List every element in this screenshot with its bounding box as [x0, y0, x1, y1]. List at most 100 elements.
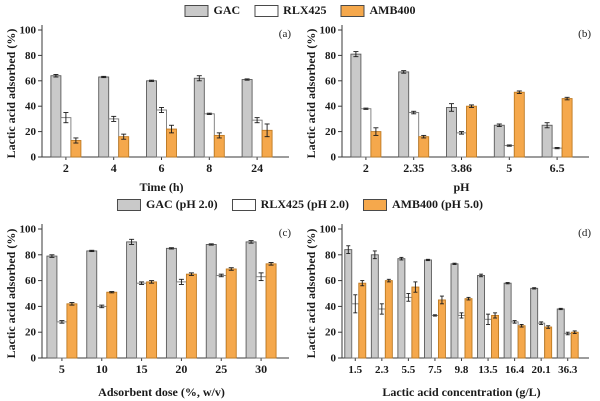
bar	[265, 263, 277, 359]
legend-item-gac-ph2: GAC (pH 2.0)	[116, 197, 218, 212]
x-tick-label: 36.3	[558, 364, 578, 376]
legend-item-amb400: AMB400	[340, 3, 416, 18]
bar	[457, 314, 466, 359]
bar	[551, 147, 563, 158]
y-tick-label: 100	[20, 25, 37, 37]
y-tick-label: 20	[325, 327, 337, 339]
y-tick-label: 80	[25, 50, 37, 62]
x-tick-label: 20	[175, 362, 187, 376]
bar	[344, 249, 353, 359]
error-bars-AMB400	[360, 278, 577, 334]
legend-label-rlx425: RLX425	[283, 3, 327, 17]
bar	[411, 286, 420, 359]
bar	[255, 276, 267, 359]
x-axis-title: Time (h)	[139, 180, 183, 194]
bar	[450, 263, 459, 359]
bar	[108, 118, 120, 158]
y-tick-label: 20	[25, 126, 37, 138]
x-tick-label: 4	[111, 161, 117, 175]
bar	[408, 112, 420, 158]
bar	[493, 124, 505, 158]
bar	[370, 254, 379, 359]
y-tick-label: 80	[325, 249, 337, 261]
bar	[98, 76, 110, 158]
bar	[126, 241, 138, 359]
panel-label: (d)	[578, 227, 591, 239]
series-GAC	[50, 75, 253, 158]
chart-b-svg: 0 20 40 60 80 100 2 2.35 3.86 5 6.5 pH Lactic acid a…	[304, 25, 591, 195]
x-tick-label: 6	[159, 161, 165, 175]
error-bars-AMB400	[69, 262, 274, 306]
x-tick-label: 13.5	[478, 364, 498, 376]
bar	[66, 303, 78, 359]
bar	[563, 333, 572, 359]
bar	[398, 71, 410, 158]
bar	[464, 298, 473, 359]
y-tick-label: 60	[25, 75, 37, 87]
x-tick-label: 7.5	[428, 364, 442, 376]
series-AMB400	[358, 280, 579, 359]
error-bars-GAC	[346, 245, 563, 311]
legend-swatch-amb400-ph5	[363, 198, 388, 211]
y-tick-label: 20	[25, 327, 37, 339]
chart-panel-d: 0 20 40 60 80 100 1.5 2.3 5.5 7.5 9.8 13.5 16.4 20.1 3…	[304, 218, 596, 401]
chart-c-svg: 0 20 40 60 80 100 5 10 15 20 25 30 Adsorbent dose (%…	[4, 224, 292, 400]
bar	[466, 105, 477, 158]
x-tick-label: 25	[215, 362, 227, 376]
bar	[350, 53, 362, 158]
bar	[50, 75, 62, 158]
bar	[46, 255, 58, 359]
bar	[86, 250, 98, 359]
y-axis-title: Lactic acid adsorbed (%)	[4, 229, 18, 359]
bar	[541, 124, 553, 158]
bar	[503, 145, 515, 158]
bar	[215, 274, 227, 359]
bar	[165, 247, 177, 359]
legend-label-gac: GAC	[213, 3, 241, 17]
chart-d-svg: 0 20 40 60 80 100 1.5 2.3 5.5 7.5 9.8 13.5 16.4 20.1 3…	[304, 224, 591, 400]
bar	[146, 80, 157, 158]
x-tick-label: 1.5	[348, 364, 362, 376]
y-tick-label: 80	[325, 50, 337, 62]
y-tick-label: 0	[331, 353, 337, 365]
y-tick-label: 80	[25, 249, 37, 261]
legend-swatch-gac	[184, 4, 209, 17]
x-tick-label: 2	[363, 161, 369, 175]
error-bars-AMB400	[73, 123, 270, 144]
x-tick-label: 5.5	[402, 364, 416, 376]
x-axis-title: Adsorbent dose (%, w/v)	[98, 385, 225, 399]
bar	[193, 77, 205, 158]
error-bars-RLX425	[59, 272, 264, 324]
bar	[225, 268, 237, 359]
bar	[537, 322, 546, 359]
y-tick-label: 0	[331, 152, 337, 164]
y-axis-title: Lactic acid adsorbed (%)	[304, 29, 318, 159]
bar	[503, 282, 512, 359]
x-tick-label: 9.8	[455, 364, 469, 376]
bar	[418, 136, 430, 158]
bar	[175, 281, 187, 359]
bar	[360, 108, 372, 158]
series-AMB400	[70, 128, 273, 158]
legend-top: GAC RLX425 AMB400	[184, 3, 416, 18]
y-tick-label: 100	[320, 224, 337, 236]
legend-label-amb400: AMB400	[369, 3, 416, 17]
bar	[437, 299, 446, 359]
x-axis-title: Lactic acid concentration (g/L)	[382, 385, 540, 399]
bar	[477, 274, 486, 359]
error-bars-RLX425	[363, 107, 560, 150]
y-tick-label: 100	[20, 224, 37, 236]
bar	[530, 287, 539, 359]
panel-label: (b)	[578, 28, 591, 40]
bar	[397, 258, 406, 359]
x-axis-title: pH	[453, 180, 470, 194]
bar	[384, 280, 393, 359]
y-tick-label: 40	[25, 301, 37, 313]
error-bars-GAC	[49, 238, 254, 258]
bar	[456, 132, 467, 158]
bar	[245, 241, 257, 359]
panel-label: (c)	[279, 227, 292, 239]
bar	[513, 91, 525, 158]
bar	[213, 134, 225, 158]
